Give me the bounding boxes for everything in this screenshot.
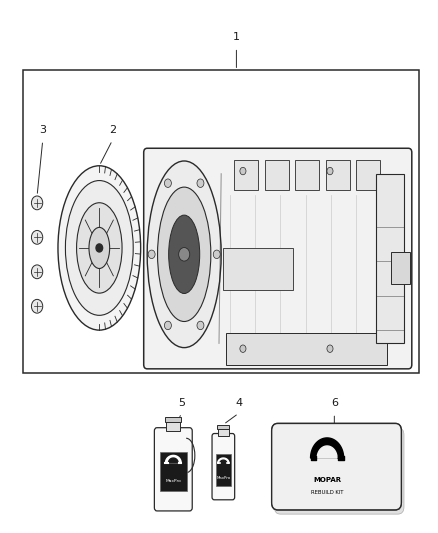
Polygon shape [166,455,181,463]
Circle shape [32,230,43,244]
Text: 1: 1 [233,32,240,42]
Ellipse shape [58,166,141,330]
Bar [391,252,410,284]
Ellipse shape [147,161,221,348]
Bar [217,424,230,429]
Circle shape [327,167,333,175]
Polygon shape [220,460,227,463]
Circle shape [213,250,220,259]
FancyBboxPatch shape [144,148,412,369]
Bar [218,429,229,436]
Circle shape [164,179,171,188]
Ellipse shape [65,181,133,316]
Circle shape [240,345,246,352]
Bar [23,70,419,373]
FancyBboxPatch shape [272,423,401,510]
Ellipse shape [169,215,200,294]
Text: 3: 3 [39,125,46,135]
Bar [265,160,289,190]
Text: REBUILD KIT: REBUILD KIT [311,490,343,495]
Text: MOPAR: MOPAR [313,477,341,482]
Circle shape [32,265,43,279]
Text: MaxPro: MaxPro [216,475,230,480]
Polygon shape [218,458,229,463]
Text: 6: 6 [331,398,338,408]
Circle shape [148,250,155,259]
Circle shape [96,244,102,252]
FancyBboxPatch shape [272,423,401,510]
Polygon shape [311,438,344,458]
Bar [226,333,387,365]
FancyBboxPatch shape [154,427,192,511]
Circle shape [164,321,171,330]
Bar [376,174,404,343]
Circle shape [197,321,204,330]
Circle shape [197,179,204,188]
Bar [166,422,180,431]
FancyBboxPatch shape [274,427,404,514]
Ellipse shape [77,203,122,293]
Text: 5: 5 [179,398,186,408]
Text: MaxPro: MaxPro [166,479,181,483]
Bar [234,160,258,190]
Polygon shape [317,446,337,458]
Bar [166,417,181,422]
Ellipse shape [158,187,211,321]
Bar [159,453,187,491]
Circle shape [179,247,190,261]
Bar [223,248,293,290]
Text: 2: 2 [109,125,116,135]
Bar [216,455,231,486]
FancyBboxPatch shape [212,433,235,500]
Circle shape [327,345,333,352]
Bar [295,160,319,190]
Ellipse shape [89,228,110,269]
Bar [325,160,350,190]
Circle shape [32,196,43,210]
Polygon shape [169,458,178,463]
Circle shape [32,300,43,313]
Circle shape [240,167,246,175]
Text: 4: 4 [235,398,242,408]
Bar [356,160,380,190]
